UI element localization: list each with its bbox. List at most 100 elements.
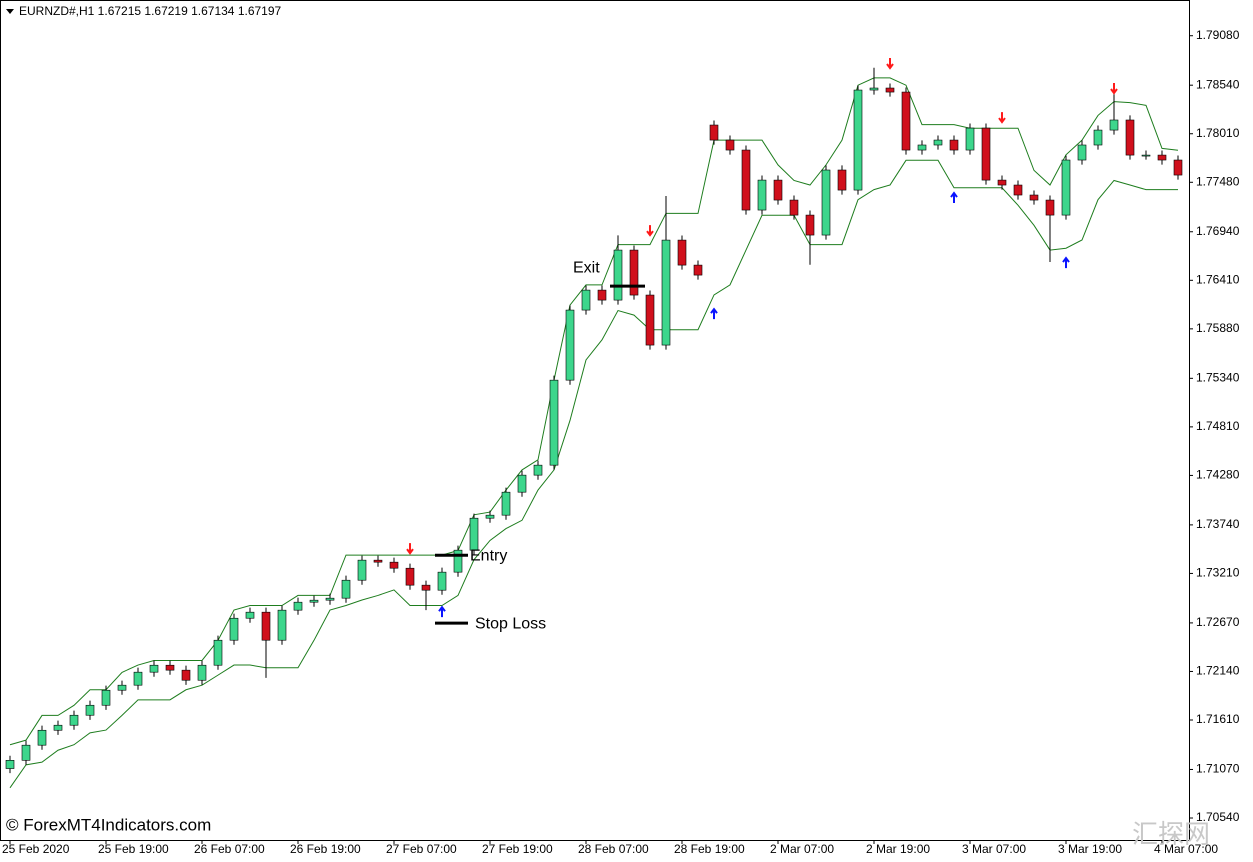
candle-body [885, 87, 895, 93]
x-tick-label: 4 Mar 07:00 [1154, 842, 1218, 856]
sell-arrow [998, 112, 1006, 124]
candle-body [1125, 119, 1135, 156]
candle-body [469, 517, 479, 551]
candle-body [1093, 129, 1103, 146]
candle-body [245, 611, 255, 619]
sell-arrow [646, 225, 654, 237]
y-tick-label: 1.70540 [1196, 810, 1240, 824]
candle-body [149, 664, 159, 673]
y-tick-label: 1.75340 [1196, 370, 1240, 384]
candle-body [789, 199, 799, 216]
level-label: Stop Loss [475, 615, 546, 632]
candle-body [1109, 119, 1119, 131]
candle-body [837, 169, 847, 191]
chart-title: EURNZD#,H1 1.67215 1.67219 1.67134 1.671… [19, 4, 282, 18]
y-tick-label: 1.75880 [1196, 321, 1240, 335]
candle-body [933, 139, 943, 146]
x-tick-label: 3 Mar 19:00 [1058, 842, 1122, 856]
logo: 汇探网 [1132, 819, 1210, 849]
candle-body [389, 561, 399, 569]
candle-body [85, 704, 95, 716]
candle-body [949, 139, 959, 151]
buy-arrow [710, 307, 718, 320]
candle-body [21, 744, 31, 761]
candle-body [293, 601, 303, 611]
candle-body [1029, 194, 1039, 201]
candle-body [725, 139, 735, 151]
candle-body [117, 684, 127, 691]
y-tick-label: 1.76940 [1196, 224, 1240, 238]
candle-body [917, 144, 927, 151]
candle-body [69, 714, 79, 726]
x-tick-label: 2 Mar 19:00 [866, 842, 930, 856]
candle-body [677, 239, 687, 266]
candle-body [373, 559, 383, 563]
candle-body [981, 127, 991, 181]
y-tick-label: 1.74280 [1196, 468, 1240, 482]
y-tick-label: 1.72140 [1196, 664, 1240, 678]
candle-body [549, 379, 559, 466]
candle-body [565, 309, 575, 381]
y-tick-label: 1.79080 [1196, 28, 1240, 42]
candle-body [213, 639, 223, 666]
y-tick-label: 1.78010 [1196, 126, 1240, 140]
candle-body [1173, 159, 1183, 176]
candle-body [901, 91, 911, 151]
candle-body [965, 127, 975, 151]
plot-frame [0, 0, 1190, 841]
x-tick-label: 25 Feb 2020 [2, 842, 70, 856]
candle-body [485, 514, 495, 519]
sell-arrow [886, 58, 894, 70]
candle-body [341, 579, 351, 599]
buy-arrow [438, 605, 446, 618]
y-tick-label: 1.77480 [1196, 174, 1240, 188]
sell-arrow [406, 543, 414, 555]
sell-arrow [1110, 83, 1118, 95]
candle-body [661, 239, 671, 346]
y-tick-label: 1.74810 [1196, 419, 1240, 433]
candle-body [645, 294, 655, 346]
candle-body [325, 597, 335, 601]
candle-body [693, 264, 703, 276]
band-line [9, 159, 1178, 789]
level-label: Entry [470, 547, 507, 564]
y-tick-label: 1.71070 [1196, 762, 1240, 776]
x-tick-label: 26 Feb 19:00 [290, 842, 361, 856]
candle-body [437, 571, 447, 591]
candle-body [181, 669, 191, 681]
candle-body [773, 179, 783, 201]
candle-body [501, 491, 511, 516]
candle-body [197, 664, 207, 681]
candle-body [5, 760, 15, 769]
watermark: © ForexMT4Indicators.com [6, 815, 211, 834]
candle-body [277, 609, 287, 641]
candle-body [597, 289, 607, 301]
x-tick-label: 27 Feb 19:00 [482, 842, 553, 856]
candle-body [405, 567, 415, 586]
candle-body [1157, 154, 1167, 161]
candle-body [757, 179, 767, 211]
candle-body [821, 169, 831, 236]
y-tick-label: 1.78540 [1196, 77, 1240, 91]
candle-body [309, 599, 319, 603]
candle-body [1045, 199, 1055, 216]
y-tick-label: 1.76410 [1196, 272, 1240, 286]
candle-body [53, 724, 63, 731]
candle-body [581, 289, 591, 311]
candle-body [997, 179, 1007, 186]
candle-body [261, 611, 271, 641]
x-tick-label: 28 Feb 07:00 [578, 842, 649, 856]
buy-arrow [1062, 256, 1070, 269]
candle-body [741, 149, 751, 211]
candle-body [1077, 144, 1087, 161]
candle-body [1013, 184, 1023, 196]
candle-body [1061, 159, 1071, 216]
x-tick-label: 26 Feb 07:00 [194, 842, 265, 856]
y-tick-label: 1.73740 [1196, 517, 1240, 531]
candle-body [101, 689, 111, 706]
candle-body [229, 617, 239, 641]
menu-triangle [6, 9, 14, 14]
candle-body [517, 474, 527, 493]
candle-body [853, 89, 863, 191]
